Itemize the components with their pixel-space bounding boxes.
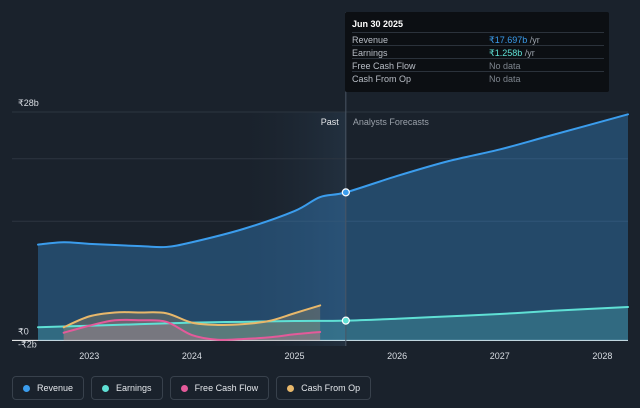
tooltip-date: Jun 30 2025 — [352, 19, 404, 29]
legend-revenue[interactable]: Revenue — [12, 376, 85, 400]
legend-label: Earnings — [116, 383, 152, 393]
tooltip-label: Free Cash Flow — [352, 61, 416, 71]
tooltip-label: Earnings — [352, 48, 388, 58]
past-label: Past — [321, 117, 340, 127]
x-axis-label: 2027 — [490, 351, 510, 361]
y-axis-label: -₹2b — [18, 339, 37, 349]
tooltip-value: No data — [489, 61, 521, 71]
line-revenue — [37, 113, 629, 249]
tooltip-row-earnings: Earnings ₹1.258b /yr — [352, 45, 604, 59]
tooltip-label: Cash From Op — [352, 74, 412, 84]
y-axis-label: ₹28b — [18, 98, 39, 108]
tooltip: Jun 30 2025 Revenue ₹17.697b /yr Earning… — [345, 12, 609, 92]
legend-label: Cash From Op — [301, 383, 361, 393]
marker-revenue — [341, 188, 350, 197]
x-axis-label: 2025 — [285, 351, 305, 361]
legend-label: Revenue — [37, 383, 74, 393]
y-axis-label: ₹0 — [18, 326, 29, 336]
legend-label: Free Cash Flow — [194, 383, 259, 393]
legend-dot — [23, 384, 30, 392]
legend-dot — [102, 384, 110, 392]
tooltip-row-revenue: Revenue ₹17.697b /yr — [352, 32, 604, 46]
legend: Revenue Earnings Free Cash Flow Cash Fro… — [12, 376, 372, 400]
past-highlight-band — [243, 112, 346, 346]
tooltip-label: Revenue — [352, 35, 389, 45]
tooltip-row-free-cash-flow: Free Cash Flow No data — [352, 58, 604, 72]
area-revenue — [38, 114, 628, 341]
legend-cash-from-op[interactable]: Cash From Op — [276, 376, 372, 400]
legend-dot — [287, 384, 295, 392]
line-cash-from-op — [62, 304, 322, 329]
x-axis-label: 2028 — [592, 351, 612, 361]
tooltip-value: No data — [489, 74, 521, 84]
line-free-cash-flow — [62, 318, 322, 341]
x-axis-label: 2026 — [387, 351, 407, 361]
forecast-label: Analysts Forecasts — [353, 117, 430, 127]
tooltip-row-cash-from-op: Cash From Op No data — [352, 71, 604, 85]
tooltip-value: ₹17.697b /yr — [489, 35, 540, 45]
legend-free-cash-flow[interactable]: Free Cash Flow — [169, 376, 270, 400]
x-axis-label: 2023 — [79, 351, 99, 361]
tooltip-value: ₹1.258b /yr — [489, 48, 535, 58]
legend-dot — [180, 384, 188, 392]
legend-earnings[interactable]: Earnings — [91, 376, 163, 400]
line-earnings — [37, 306, 629, 329]
marker-earnings — [341, 316, 350, 325]
x-axis-label: 2024 — [182, 351, 202, 361]
